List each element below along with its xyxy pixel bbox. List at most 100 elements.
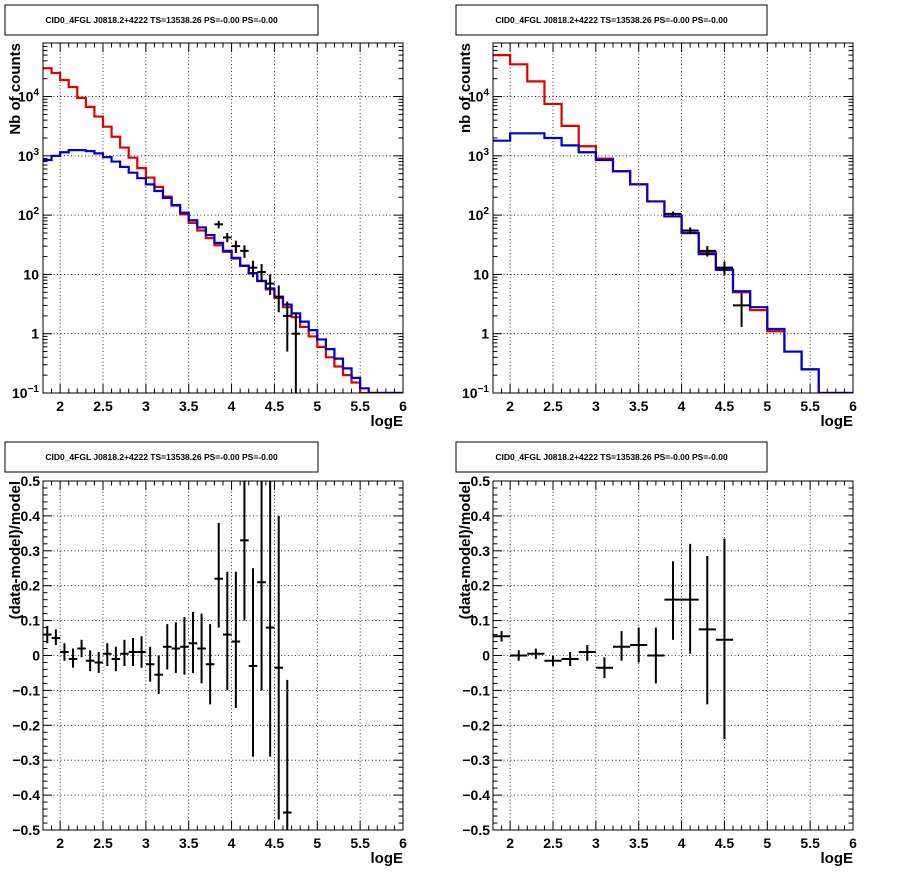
x-tick-label: 4 <box>228 835 236 851</box>
data-point-8 <box>613 631 631 661</box>
data-point-28 <box>274 515 283 820</box>
data-point-14 <box>154 655 163 694</box>
x-tick-label: 5.5 <box>350 398 370 414</box>
y-tick-label: −0.2 <box>462 717 490 733</box>
plot-title-box <box>455 4 768 36</box>
data-point-14 <box>715 538 733 740</box>
y-tick-label: −0.4 <box>462 787 490 803</box>
x-tick-label: 4.5 <box>265 835 285 851</box>
data-point-25 <box>248 568 258 757</box>
y-axis-title: (data-model)/model <box>7 481 24 619</box>
data-point-22 <box>223 571 232 691</box>
x-tick-label: 6 <box>399 398 407 414</box>
x-tick-label: 4 <box>678 398 686 414</box>
data-point-2 <box>51 629 61 646</box>
data-point-20 <box>205 624 215 705</box>
y-tick-label: −0.4 <box>12 787 40 803</box>
plot-area <box>43 67 403 393</box>
plot-title: CID0_4FGL J0818.2+4222 TS=13538.26 PS=-0… <box>45 452 278 462</box>
data-point-18 <box>188 611 198 673</box>
plot-area <box>493 538 733 740</box>
y-tick-label: 0.4 <box>471 508 491 524</box>
data-point-6 <box>578 645 596 661</box>
data-point-9 <box>111 646 121 672</box>
y-tick-label: 0.4 <box>21 508 41 524</box>
y-tick-label: 10 <box>473 266 489 282</box>
x-tick-label: 5 <box>763 398 771 414</box>
data-point-1 <box>664 211 682 217</box>
y-tick-label: −0.1 <box>12 682 40 698</box>
x-tick-label: 5 <box>763 835 771 851</box>
y-tick-label: 0.1 <box>471 613 491 629</box>
data-point-2 <box>510 650 528 661</box>
grid-lines <box>493 43 853 393</box>
x-tick-label: 3.5 <box>179 398 199 414</box>
plot-area <box>43 481 292 830</box>
x-tick-label: 4.5 <box>715 835 735 851</box>
data-point-21 <box>214 522 223 628</box>
data-point-1 <box>493 631 511 642</box>
x-tick-label: 2 <box>506 835 514 851</box>
data-point-7 <box>595 657 613 679</box>
data-point-15 <box>163 624 172 670</box>
data-point-5 <box>248 260 258 278</box>
x-tick-label: 3.5 <box>629 398 649 414</box>
axis-ticks <box>42 42 404 394</box>
data-point-19 <box>197 613 206 684</box>
grid-lines <box>493 481 853 830</box>
y-tick-label: 1 <box>31 326 39 342</box>
plot-title-box <box>455 441 768 473</box>
x-tick-label: 5 <box>313 835 321 851</box>
plot-frame <box>42 42 404 394</box>
data-point-6 <box>85 650 95 672</box>
x-axis-title: logE <box>821 850 854 867</box>
y-tick-label: 0.2 <box>21 578 41 594</box>
data-point-16 <box>171 622 181 673</box>
plot-panel-2: 2 2.5 3 3.5 4 4.5 5 5.5 6 10−1 1 10 102 103 104 logE nb … <box>455 4 857 430</box>
data-point-17 <box>180 617 189 675</box>
y-tick-label: 1 <box>481 326 489 342</box>
y-tick-label: 0.5 <box>21 473 41 489</box>
data-point-4 <box>715 261 733 276</box>
plot-panel-4: 2 2.5 3 3.5 4 4.5 5 5.5 6 −0.5 −0.4 −0.3 −0.2 −0.1 0 0.… <box>455 441 857 867</box>
y-tick-label: −0.5 <box>462 822 490 838</box>
data-point-10 <box>647 627 665 684</box>
y-tick-label: 10 <box>23 266 39 282</box>
data-point-12 <box>137 636 146 668</box>
data-point-8 <box>274 285 283 313</box>
data-point-6 <box>257 263 266 282</box>
data-point-23 <box>231 571 241 708</box>
x-tick-label: 3 <box>592 398 600 414</box>
x-tick-label: 6 <box>849 835 857 851</box>
x-tick-label: 2.5 <box>543 835 563 851</box>
grid-lines <box>43 43 403 393</box>
data-point-10 <box>120 639 129 666</box>
y-tick-label: 0.1 <box>21 613 41 629</box>
series-1-step-line <box>493 54 853 393</box>
data-point-7 <box>265 274 275 295</box>
y-tick-label: 103 <box>468 147 490 164</box>
data-point-24 <box>240 481 249 621</box>
x-tick-label: 3.5 <box>179 835 199 851</box>
data-point-3 <box>698 246 716 257</box>
data-point-4 <box>240 245 249 258</box>
axis-ticks <box>42 480 404 831</box>
axis-ticks <box>492 42 854 394</box>
y-tick-label: 0 <box>482 648 490 664</box>
y-tick-label: 102 <box>468 206 490 223</box>
x-tick-label: 3.5 <box>629 835 649 851</box>
y-axis-title: Nb of counts <box>7 43 24 135</box>
x-axis-title: logE <box>371 413 404 430</box>
y-tick-label: 0 <box>32 648 40 664</box>
plot-area <box>493 54 853 393</box>
y-tick-label: −0.1 <box>462 682 490 698</box>
plot-panel-1: 2 2.5 3 3.5 4 4.5 5 5.5 6 10−1 1 10 102 103 104 logE Nb … <box>4 4 407 430</box>
x-tick-label: 2.5 <box>93 835 113 851</box>
plot-title-box <box>4 4 319 36</box>
plot-frame <box>492 480 854 831</box>
x-tick-label: 6 <box>399 835 407 851</box>
plot-title: CID0_4FGL J0818.2+4222 TS=13538.26 PS=-0… <box>45 15 278 25</box>
y-tick-label: 102 <box>18 206 40 223</box>
data-point-9 <box>283 301 292 352</box>
